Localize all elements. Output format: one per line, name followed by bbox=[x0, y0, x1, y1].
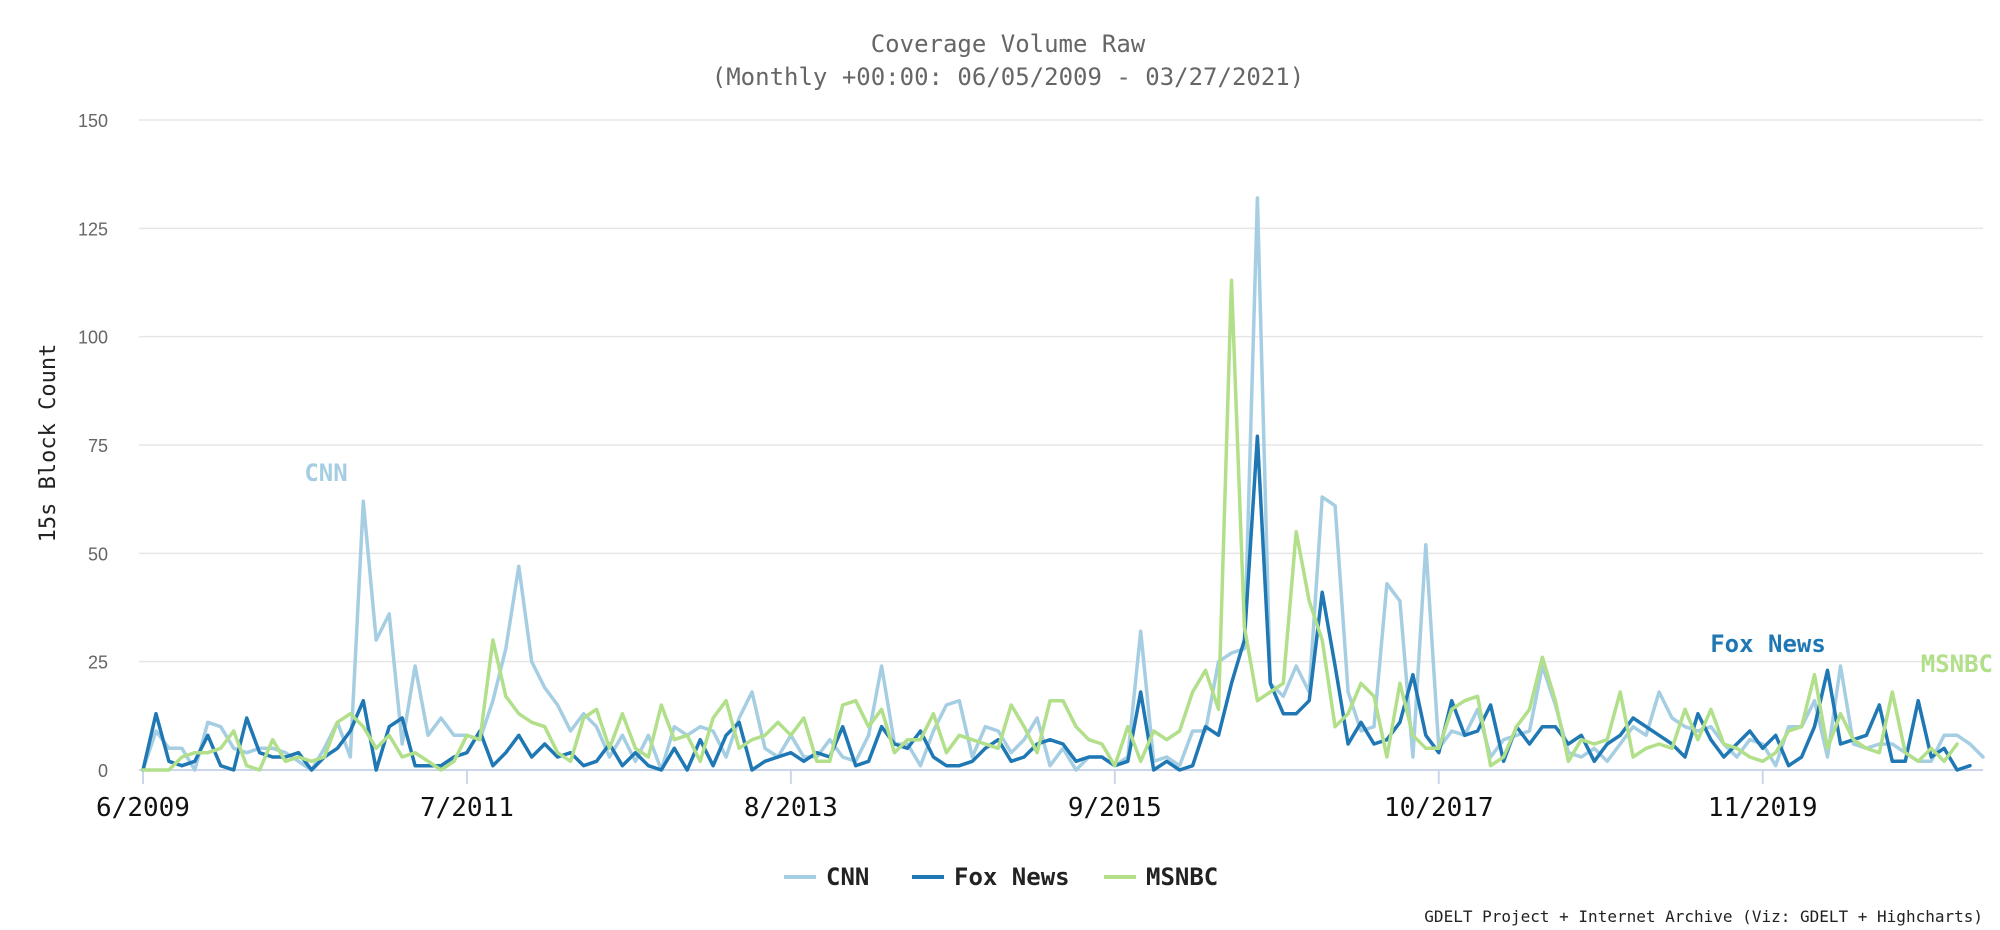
y-tick-label: 150 bbox=[78, 111, 108, 131]
x-axis: 6/2009 7/2011 8/2013 9/2015 10/2017 11/2019 bbox=[96, 769, 1983, 823]
series-label-msnbc: MSNBC bbox=[1921, 650, 1993, 678]
y-axis-label: 15s Block Count bbox=[36, 344, 61, 543]
x-tick-label: 6/2009 bbox=[96, 793, 190, 823]
y-tick-label: 125 bbox=[78, 219, 108, 239]
series-line-fox-news bbox=[141, 434, 1972, 772]
chart-subtitle: (Monthly +00:00: 06/05/2009 - 03/27/2021… bbox=[712, 63, 1304, 91]
series-lines bbox=[141, 196, 1985, 772]
y-axis-ticks: 0 25 50 75 100 125 150 bbox=[78, 111, 108, 781]
y-tick-label: 25 bbox=[88, 653, 108, 673]
series-labels: CNN Fox News MSNBC bbox=[304, 459, 1993, 678]
y-tick-label: 0 bbox=[98, 761, 108, 781]
chart-title: Coverage Volume Raw bbox=[871, 30, 1146, 58]
series-line-msnbc bbox=[141, 278, 1959, 772]
grid-lines bbox=[139, 119, 1983, 663]
y-tick-label: 50 bbox=[88, 544, 108, 564]
credits[interactable]: GDELT Project + Internet Archive (Viz: G… bbox=[1424, 907, 1983, 926]
x-tick-label: 9/2015 bbox=[1068, 793, 1162, 823]
legend-label: MSNBC bbox=[1146, 863, 1218, 891]
legend-item-fox-news[interactable]: Fox News bbox=[912, 863, 1070, 891]
y-tick-label: 75 bbox=[88, 436, 108, 456]
x-tick-label: 8/2013 bbox=[744, 793, 838, 823]
y-tick-label: 100 bbox=[78, 328, 108, 348]
legend-item-msnbc[interactable]: MSNBC bbox=[1104, 863, 1218, 891]
x-tick-label: 7/2011 bbox=[420, 793, 514, 823]
series-label-cnn: CNN bbox=[304, 459, 347, 487]
x-tick-label: 11/2019 bbox=[1708, 793, 1818, 823]
legend-item-cnn[interactable]: CNN bbox=[784, 863, 869, 891]
series-label-fox-news: Fox News bbox=[1710, 630, 1826, 658]
legend-label: Fox News bbox=[954, 863, 1070, 891]
legend[interactable]: CNN Fox News MSNBC bbox=[784, 863, 1218, 891]
x-tick-label: 10/2017 bbox=[1384, 793, 1494, 823]
legend-label: CNN bbox=[826, 863, 869, 891]
series-line-cnn bbox=[141, 196, 1985, 772]
